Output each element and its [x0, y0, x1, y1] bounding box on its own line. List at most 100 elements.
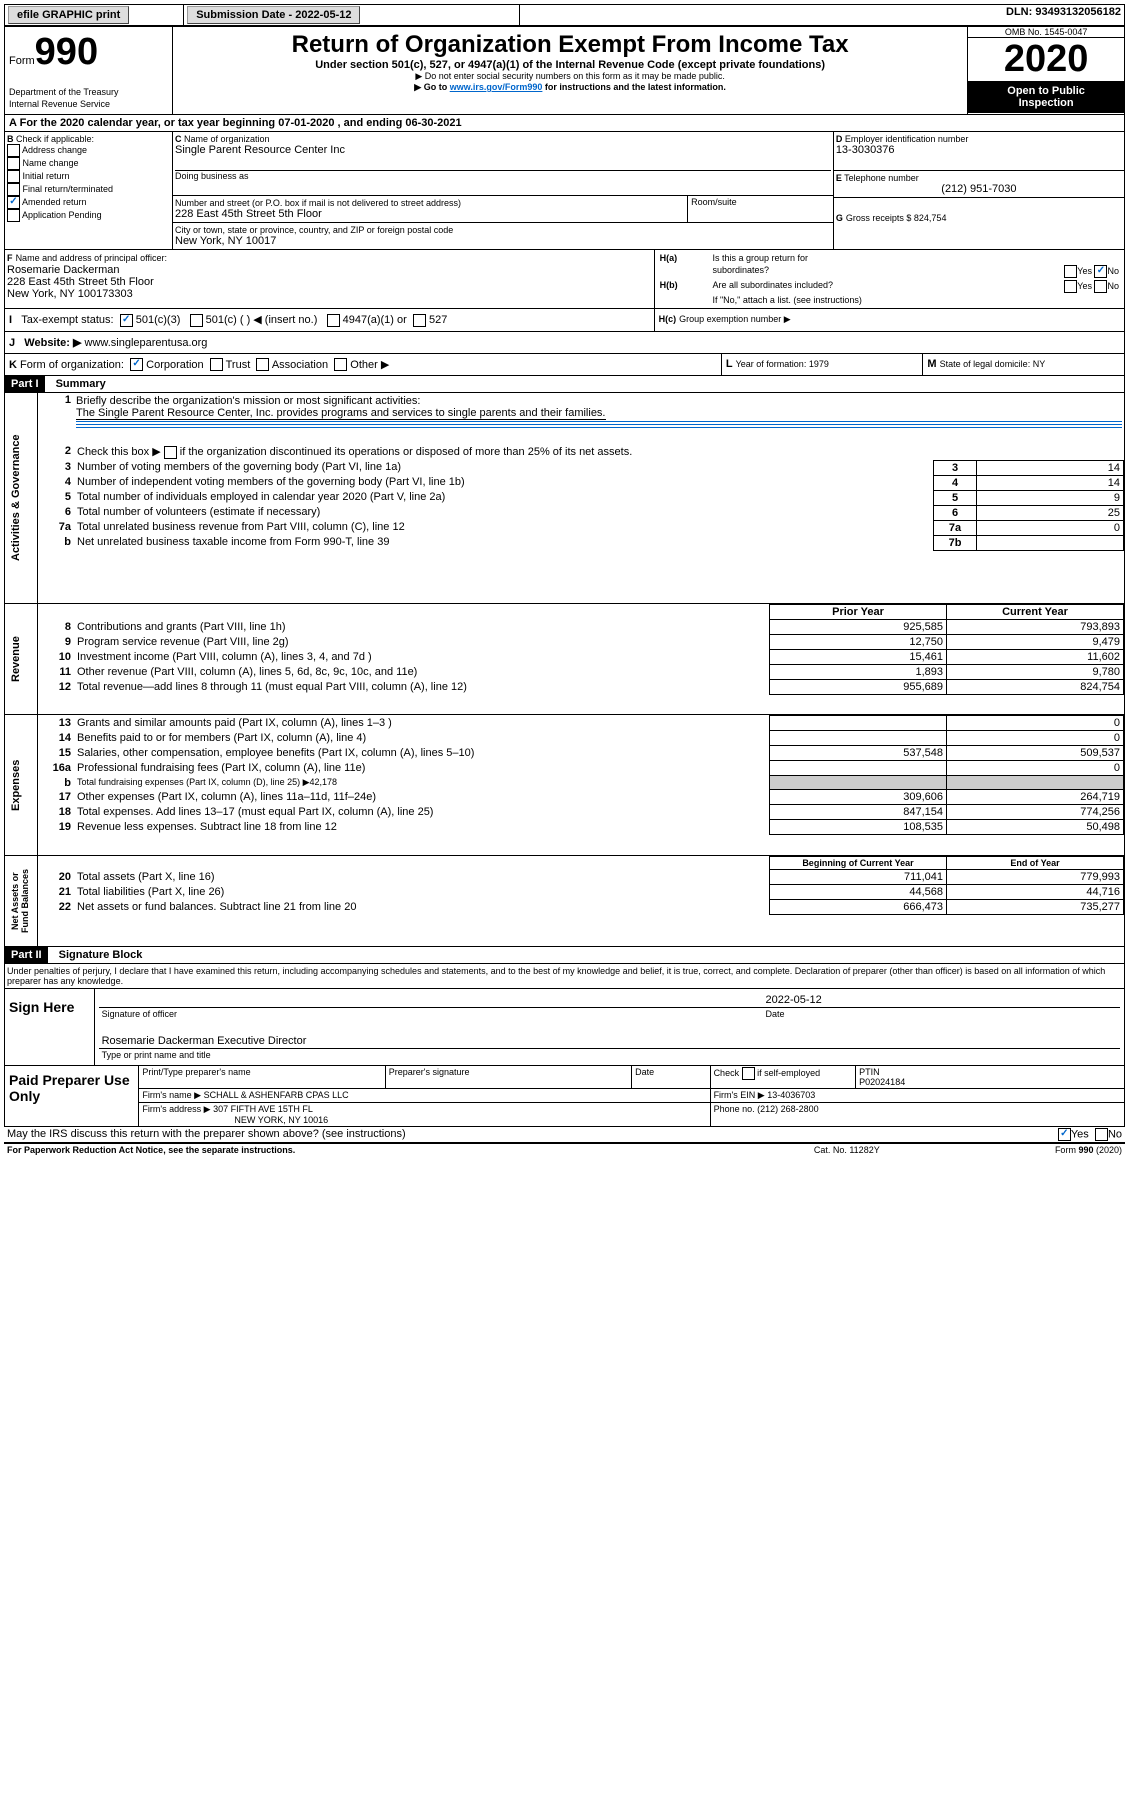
hb-yes[interactable]: [1064, 280, 1077, 293]
line22-p: 666,473: [770, 900, 947, 915]
firm-phone-label: Phone no.: [714, 1104, 755, 1114]
part1-title: Part I: [5, 376, 45, 392]
efile-button[interactable]: efile GRAPHIC print: [8, 6, 129, 24]
line7b-v: [977, 535, 1124, 550]
line7b-t: Net unrelated business taxable income fr…: [74, 535, 934, 550]
hb-label: Are all subordinates included?: [709, 279, 988, 294]
line9-c: 9,479: [947, 635, 1124, 650]
trust-check[interactable]: [210, 358, 223, 371]
line3-v: 14: [977, 460, 1124, 475]
line13-t: Grants and similar amounts paid (Part IX…: [74, 716, 770, 731]
form-version: Form 990 (2020): [939, 1144, 1126, 1156]
line12-t: Total revenue—add lines 8 through 11 (mu…: [74, 680, 770, 695]
line15-c: 509,537: [947, 746, 1124, 761]
ein-label: Employer identification number: [845, 134, 969, 144]
line16a-c: 0: [947, 761, 1124, 776]
other-check[interactable]: [334, 358, 347, 371]
ha-no[interactable]: [1094, 265, 1107, 278]
addr-change-check[interactable]: [7, 144, 20, 157]
tax-year: 2020: [968, 38, 1124, 81]
org-name-label: Name of organization: [184, 134, 270, 144]
line16a-t: Professional fundraising fees (Part IX, …: [74, 761, 770, 776]
line18-p: 847,154: [770, 805, 947, 820]
line4-t: Number of independent voting members of …: [74, 475, 934, 490]
line12-c: 824,754: [947, 680, 1124, 695]
preparer-sig-label: Preparer's signature: [385, 1066, 631, 1089]
declaration: Under penalties of perjury, I declare th…: [4, 963, 1125, 989]
sidebar-net: Net Assets or Fund Balances: [8, 857, 32, 945]
amended-check[interactable]: [7, 196, 20, 209]
hb-no[interactable]: [1094, 280, 1107, 293]
irs-link[interactable]: www.irs.gov/Form990: [450, 82, 543, 92]
line20-p: 711,041: [770, 870, 947, 885]
prior-year-header: Prior Year: [770, 605, 947, 620]
501c3-check[interactable]: [120, 314, 133, 327]
end-header: End of Year: [947, 857, 1124, 870]
name-change-check[interactable]: [7, 157, 20, 170]
527-check[interactable]: [413, 314, 426, 327]
line6-v: 25: [977, 505, 1124, 520]
line1-text: The Single Parent Resource Center, Inc. …: [76, 407, 606, 420]
website-label: Website: ▶: [24, 337, 81, 349]
addr-label: Number and street (or P.O. box if mail i…: [175, 198, 685, 208]
current-year-header: Current Year: [947, 605, 1124, 620]
line19-c: 50,498: [947, 820, 1124, 835]
line22-t: Net assets or fund balances. Subtract li…: [74, 900, 770, 915]
note-goto-pre: ▶ Go to: [414, 82, 449, 92]
line4-v: 14: [977, 475, 1124, 490]
line14-p: [770, 731, 947, 746]
firm-phone: (212) 268-2800: [757, 1104, 819, 1114]
line11-p: 1,893: [770, 665, 947, 680]
sidebar-ag: Activities & Governance: [8, 394, 24, 602]
cat-no: Cat. No. 11282Y: [755, 1144, 938, 1156]
line10-c: 11,602: [947, 650, 1124, 665]
line18-c: 774,256: [947, 805, 1124, 820]
4947-check[interactable]: [327, 314, 340, 327]
line9-p: 12,750: [770, 635, 947, 650]
state-domicile: State of legal domicile: NY: [940, 359, 1046, 369]
line3-t: Number of voting members of the governin…: [74, 460, 934, 475]
city-state: New York, NY 10017: [175, 235, 831, 247]
irs-label: Internal Revenue Service: [9, 99, 110, 109]
firm-addr-label: Firm's address ▶: [142, 1104, 210, 1114]
app-pending-check[interactable]: [7, 209, 20, 222]
print-preparer-label: Print/Type preparer's name: [139, 1066, 385, 1089]
assoc-check[interactable]: [256, 358, 269, 371]
line13-c: 0: [947, 716, 1124, 731]
discuss-question: May the IRS discuss this return with the…: [4, 1127, 957, 1143]
print-name-label: Type or print name and title: [99, 1049, 1120, 1062]
line15-t: Salaries, other compensation, employee b…: [74, 746, 770, 761]
officer-label: Name and address of principal officer:: [16, 253, 167, 263]
initial-check[interactable]: [7, 170, 20, 183]
501c-check[interactable]: [190, 314, 203, 327]
line10-p: 15,461: [770, 650, 947, 665]
sign-here-label: Sign Here: [5, 989, 95, 1066]
form-title: Return of Organization Exempt From Incom…: [177, 31, 963, 59]
line11-t: Other revenue (Part VIII, column (A), li…: [74, 665, 770, 680]
discuss-no[interactable]: [1095, 1128, 1108, 1141]
firm-addr1: 307 FIFTH AVE 15TH FL: [213, 1104, 313, 1114]
line13-p: [770, 716, 947, 731]
line17-p: 309,606: [770, 790, 947, 805]
line19-p: 108,535: [770, 820, 947, 835]
paperwork-notice: For Paperwork Reduction Act Notice, see …: [4, 1144, 755, 1156]
discuss-yes[interactable]: [1058, 1128, 1071, 1141]
line14-c: 0: [947, 731, 1124, 746]
line21-t: Total liabilities (Part X, line 26): [74, 885, 770, 900]
note-ssn: ▶ Do not enter social security numbers o…: [177, 71, 963, 82]
sidebar-rev: Revenue: [8, 605, 24, 713]
line19-t: Revenue less expenses. Subtract line 18 …: [74, 820, 770, 835]
line18-t: Total expenses. Add lines 13–17 (must eq…: [74, 805, 770, 820]
ha-yes[interactable]: [1064, 265, 1077, 278]
line8-p: 925,585: [770, 620, 947, 635]
final-check[interactable]: [7, 183, 20, 196]
corp-check[interactable]: [130, 358, 143, 371]
ein: 13-3030376: [836, 144, 1122, 156]
line17-t: Other expenses (Part IX, column (A), lin…: [74, 790, 770, 805]
line20-c: 779,993: [947, 870, 1124, 885]
line17-c: 264,719: [947, 790, 1124, 805]
dept-treasury: Department of the Treasury: [9, 87, 119, 97]
org-name: Single Parent Resource Center Inc: [175, 144, 831, 156]
self-employed-check[interactable]: [742, 1067, 755, 1080]
submission-date: Submission Date - 2022-05-12: [187, 6, 360, 24]
